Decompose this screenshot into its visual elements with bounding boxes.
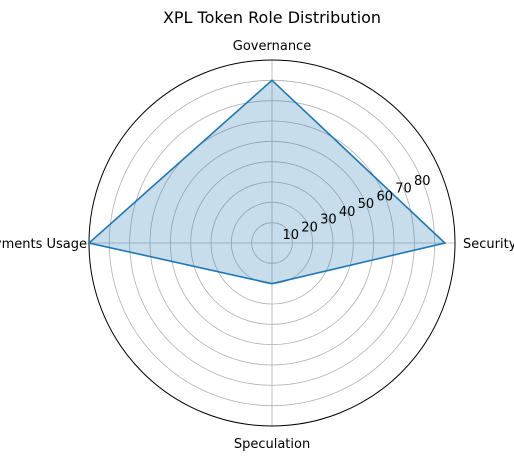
radial-tick-label-40: 40 bbox=[339, 205, 356, 220]
radial-tick-label-70: 70 bbox=[395, 182, 412, 197]
category-label-payments-usage: Payments Usage bbox=[0, 237, 87, 252]
radial-tick-label-60: 60 bbox=[376, 189, 393, 204]
radial-tick-label-10: 10 bbox=[283, 228, 300, 243]
radial-tick-label-30: 30 bbox=[320, 213, 337, 228]
category-label-speculation: Speculation bbox=[234, 437, 310, 452]
radial-tick-label-20: 20 bbox=[301, 220, 318, 235]
category-label-security: Security bbox=[463, 237, 514, 252]
radial-tick-label-80: 80 bbox=[414, 174, 431, 189]
radial-tick-label-50: 50 bbox=[358, 197, 375, 212]
series-fill-0 bbox=[89, 80, 445, 284]
category-label-governance: Governance bbox=[233, 39, 311, 54]
chart-title: XPL Token Role Distribution bbox=[163, 8, 381, 27]
series-layer bbox=[87, 79, 447, 285]
